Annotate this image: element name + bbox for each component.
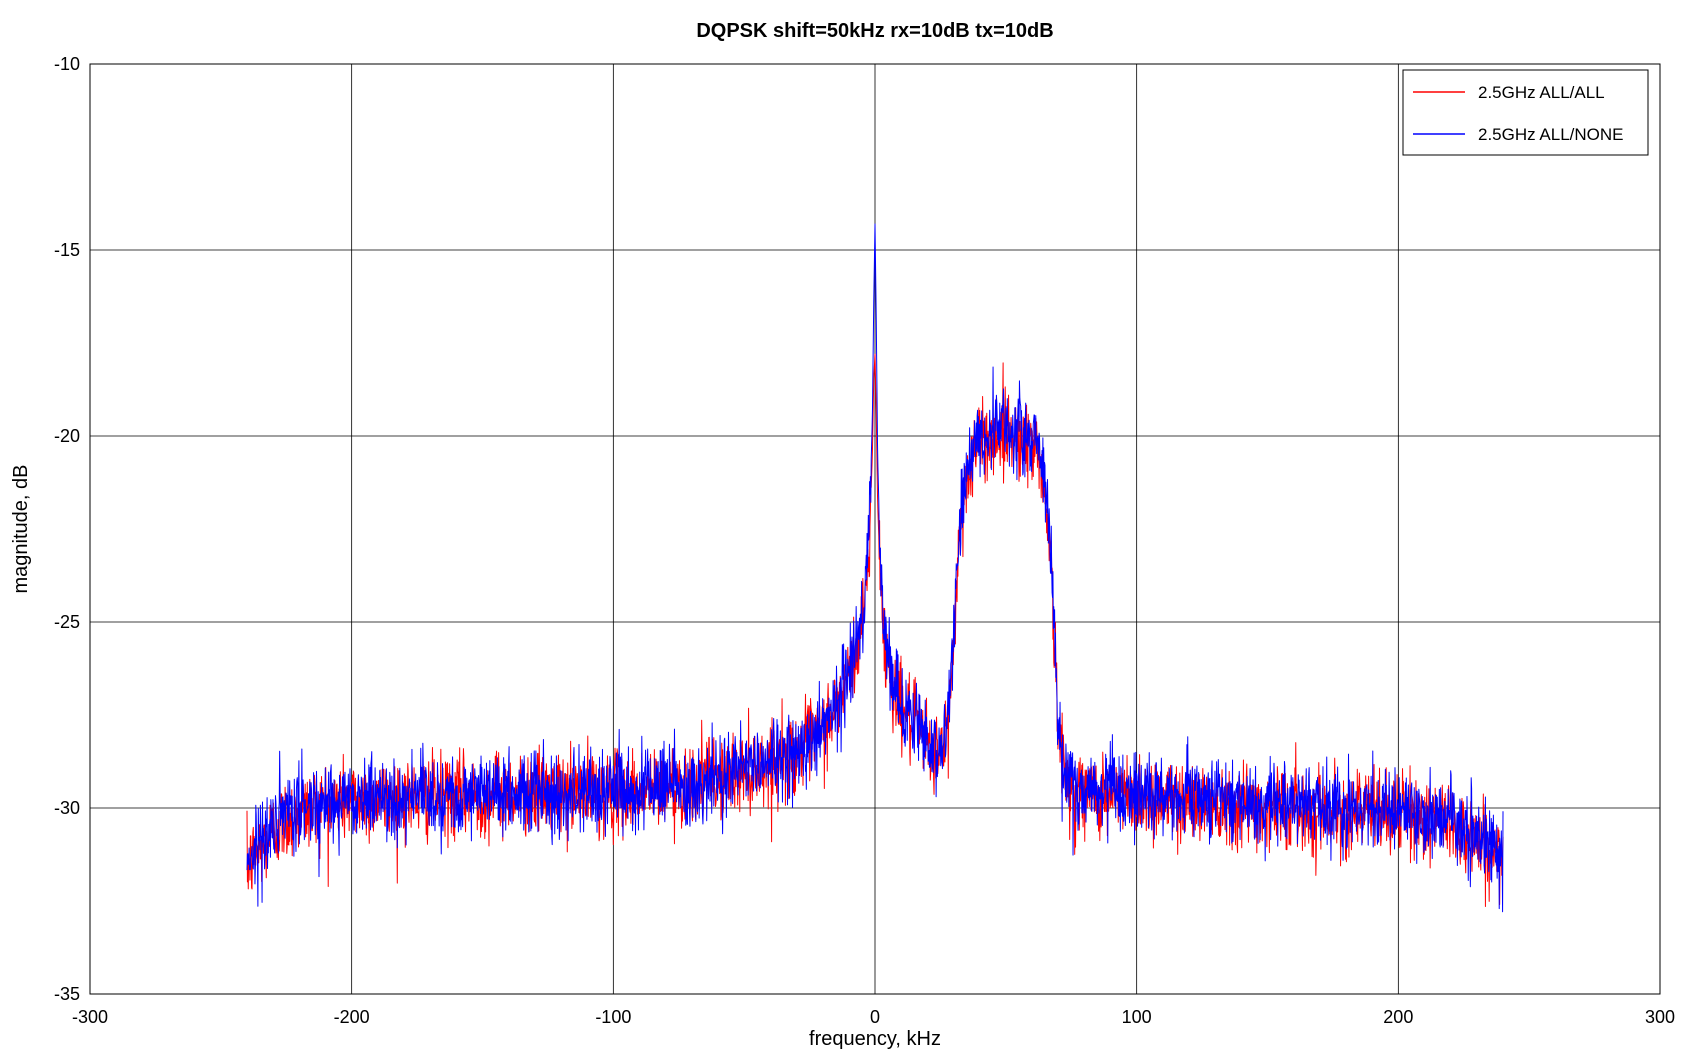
x-tick-label: -300 [72, 1007, 108, 1027]
x-tick-label: 100 [1122, 1007, 1152, 1027]
series-line-all-none [246, 223, 1504, 913]
x-tick-label: -100 [595, 1007, 631, 1027]
y-tick-label: -10 [54, 54, 80, 74]
y-axis-label: magnitude, dB [10, 465, 32, 594]
tick-labels: -300 -200 -100 0 100 200 300 -10 -15 -20 -25 -30 -35 [54, 54, 1675, 1027]
legend-box [1402, 69, 1649, 156]
y-tick-label: -35 [54, 984, 80, 1004]
x-tick-label: 200 [1383, 1007, 1413, 1027]
y-tick-label: -25 [54, 612, 80, 632]
y-tick-label: -30 [54, 798, 80, 818]
legend-label-all-all: 2.5GHz ALL/ALL [1478, 83, 1605, 102]
legend: 2.5GHz ALL/ALL 2.5GHz ALL/NONE [1402, 69, 1649, 156]
x-tick-label: 0 [870, 1007, 880, 1027]
y-tick-label: -15 [54, 240, 80, 260]
chart-title: DQPSK shift=50kHz rx=10dB tx=10dB [696, 20, 1053, 42]
legend-label-all-none: 2.5GHz ALL/NONE [1478, 125, 1624, 144]
x-tick-label: -200 [334, 1007, 370, 1027]
x-tick-label: 300 [1645, 1007, 1675, 1027]
x-axis-label: frequency, kHz [809, 1028, 941, 1050]
y-tick-label: -20 [54, 426, 80, 446]
series-group [246, 223, 1504, 913]
plot-area-frame [89, 63, 1661, 995]
